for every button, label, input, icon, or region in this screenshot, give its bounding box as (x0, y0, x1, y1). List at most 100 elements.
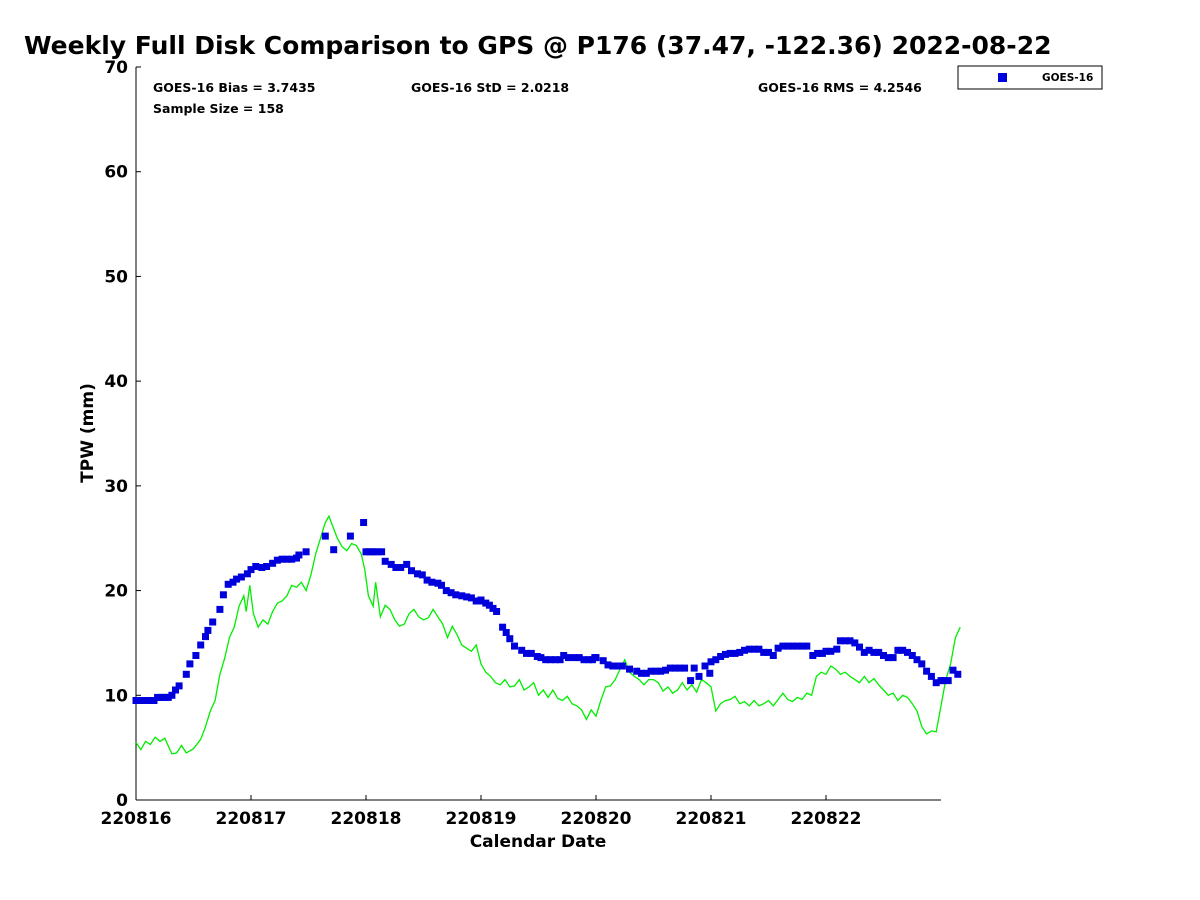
goes16-point (243, 570, 251, 578)
sample-size-stat: Sample Size = 158 (153, 101, 284, 116)
legend-box (957, 65, 1103, 90)
goes16-point (803, 642, 811, 650)
goes16-point (472, 597, 480, 605)
goes16-point (918, 660, 926, 668)
goes16-point (860, 648, 868, 656)
goes16-point (904, 648, 911, 656)
goes16-point (288, 555, 296, 563)
y-tick-label: 20 (104, 582, 128, 602)
bias-stat: GOES-16 Bias = 3.7435 (153, 80, 315, 95)
goes16-point (949, 666, 957, 674)
y-tick-label: 40 (104, 372, 128, 392)
gps-tpw-series (135, 514, 961, 755)
goes16-point (798, 642, 806, 650)
rms-stat: GOES-16 RMS = 4.2546 (758, 80, 922, 95)
goes16-point (626, 665, 633, 673)
goes16-point (192, 652, 200, 659)
goes16-point (542, 656, 550, 664)
goes16-point (701, 662, 709, 670)
goes16-point (822, 647, 830, 655)
goes16-point (157, 693, 165, 701)
goes16-point (556, 656, 564, 664)
goes16-point (927, 672, 935, 680)
goes16-point (793, 642, 801, 650)
goes16-point (247, 566, 255, 574)
x-tick-label: 220822 (791, 809, 862, 829)
goes16-point (547, 656, 554, 664)
goes16-point (321, 532, 329, 540)
goes16-point (894, 646, 902, 654)
goes16-point (676, 664, 684, 672)
gps-tpw-line (135, 514, 961, 755)
goes16-point (690, 664, 698, 672)
goes16-point (182, 670, 190, 678)
goes16-point (726, 649, 734, 657)
goes16-point (143, 697, 151, 704)
goes16-point (614, 662, 622, 670)
goes16-point (592, 654, 600, 662)
goes16-point (146, 697, 154, 704)
goes16-point (467, 594, 475, 602)
goes16-point (657, 667, 665, 675)
goes16-point (570, 654, 578, 662)
goes16-point (846, 637, 854, 645)
goes16-point (865, 646, 873, 654)
plot-background (136, 67, 941, 800)
goes16-point (707, 658, 715, 666)
goes16-point (769, 652, 777, 659)
goes16-series (132, 519, 962, 704)
goes16-point (397, 564, 405, 571)
legend-label-goes16: GOES-16 (1042, 72, 1093, 84)
goes16-point (132, 697, 140, 704)
x-axis-label: Calendar Date (470, 832, 607, 852)
goes16-point (527, 649, 535, 657)
goes16-point (493, 608, 501, 615)
goes16-point (518, 646, 526, 654)
goes16-point (745, 645, 753, 653)
goes16-point (939, 677, 947, 685)
goes16-point (932, 679, 940, 687)
goes16-point (618, 662, 626, 670)
goes16-point (750, 645, 758, 653)
y-tick-label: 0 (116, 791, 128, 811)
legend-marker-goes16 (998, 73, 1007, 82)
goes16-point (224, 580, 232, 588)
goes16-point (784, 642, 792, 650)
goes16-point (283, 555, 291, 563)
goes16-point (428, 578, 436, 586)
goes16-point (202, 633, 209, 641)
goes16-point (186, 660, 194, 668)
chart-title: Weekly Full Disk Comparison to GPS @ P17… (24, 31, 1051, 60)
x-tick-label: 220821 (676, 809, 747, 829)
goes16-point (741, 646, 748, 654)
plot-area (135, 67, 941, 801)
goes16-point (736, 648, 744, 656)
goes16-point (197, 641, 205, 649)
goes16-point (908, 652, 916, 659)
goes16-point (721, 650, 729, 658)
goes16-point (387, 560, 395, 568)
y-tick-label: 70 (104, 58, 128, 78)
goes16-point (609, 662, 617, 670)
x-tick-label: 220817 (216, 809, 287, 829)
goes16-point (884, 654, 892, 662)
goes16-point (913, 656, 921, 664)
y-tick-label: 50 (104, 267, 128, 287)
goes16-point (827, 647, 835, 655)
goes16-point (575, 654, 583, 662)
goes16-point (252, 563, 260, 570)
goes16-point (712, 656, 720, 664)
goes16-point (818, 649, 826, 657)
goes16-point (765, 648, 772, 656)
x-tick-label: 220820 (561, 809, 632, 829)
goes16-point (731, 649, 739, 657)
goes16-point (485, 601, 493, 609)
goes16-point (537, 654, 545, 662)
std-stat: GOES-16 StD = 2.0218 (411, 80, 569, 95)
goes16-point (489, 604, 497, 612)
goes16-point (580, 656, 588, 664)
goes16-point (258, 564, 266, 571)
goes16-point (695, 672, 703, 680)
goes16-point (717, 653, 725, 660)
